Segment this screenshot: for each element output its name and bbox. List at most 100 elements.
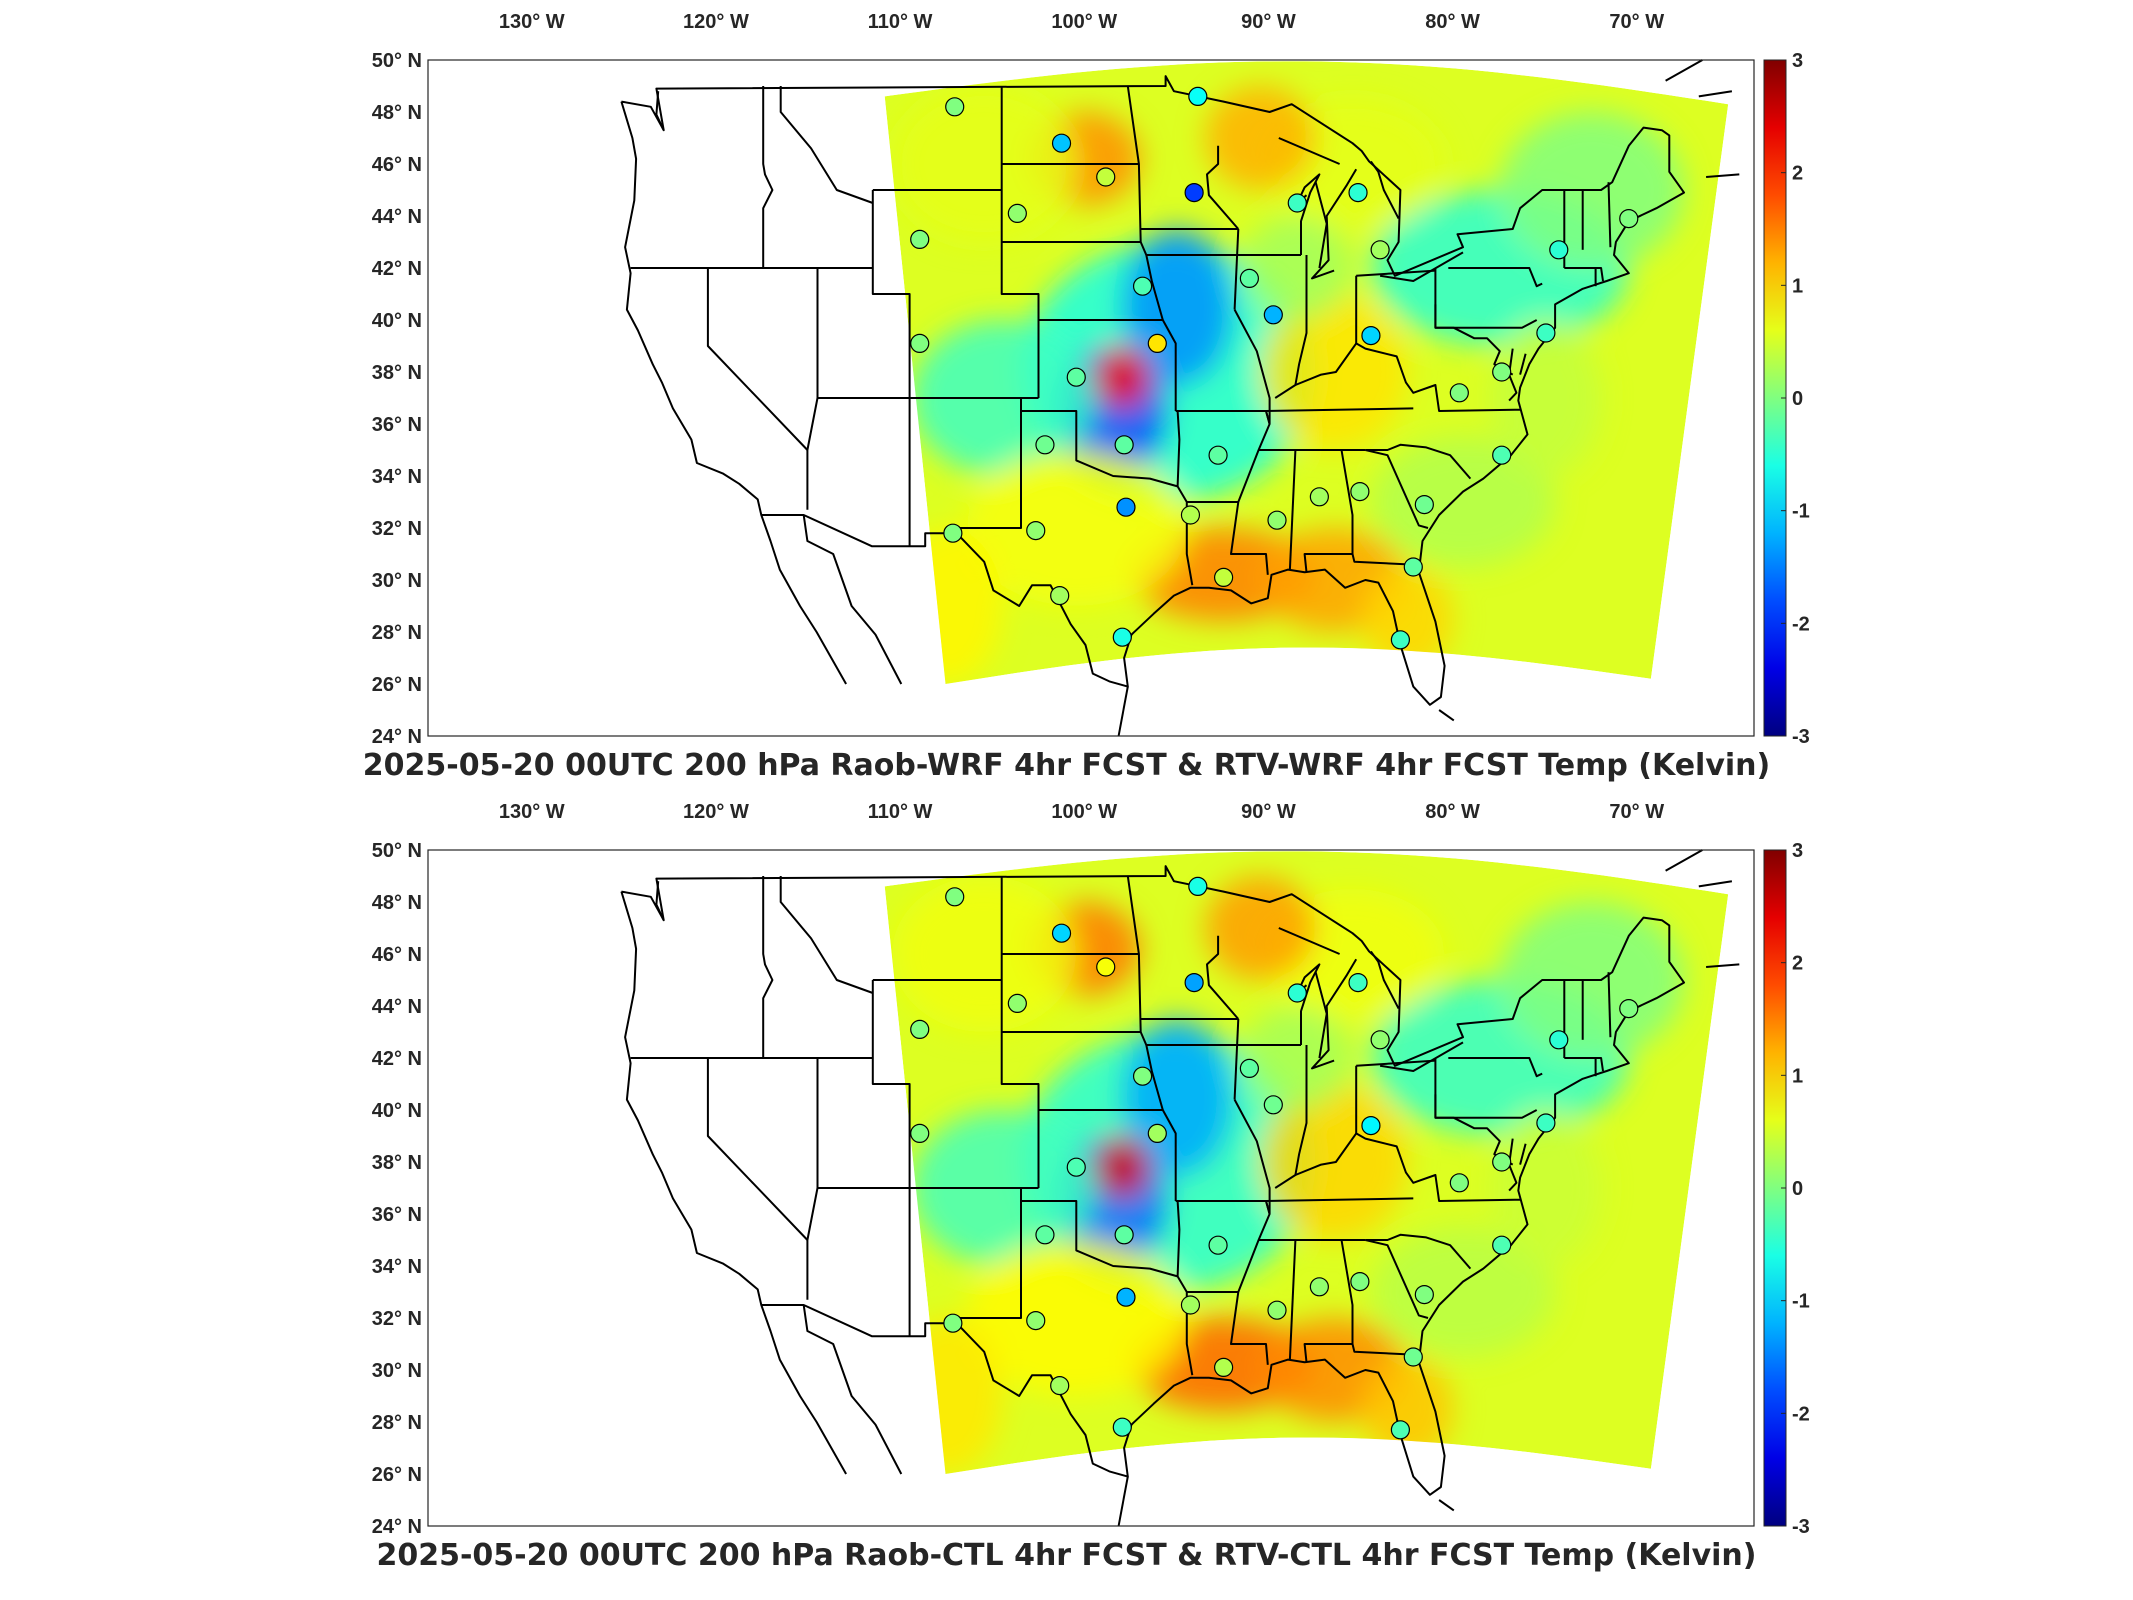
raob-station-marker — [943, 1313, 963, 1333]
map-axes-frame — [427, 849, 1755, 1527]
raob-station-marker — [1350, 1272, 1370, 1292]
state-boundary — [1278, 137, 1340, 165]
raob-station-marker — [910, 1123, 930, 1143]
raob-station-marker — [1267, 510, 1287, 530]
state-boundary — [706, 268, 809, 451]
lat-tick-label: 24° N — [372, 1516, 422, 1538]
state-boundary — [1295, 342, 1358, 386]
state-boundary — [1607, 972, 1612, 1038]
raob-station-marker — [1390, 1420, 1411, 1440]
raob-station-marker — [1051, 133, 1072, 153]
state-boundary — [1126, 875, 1164, 1111]
raob-station-marker — [1287, 983, 1307, 1003]
raob-station-marker — [1051, 923, 1072, 943]
raob-station-marker — [1213, 1357, 1234, 1378]
map-title-top: 2025-05-20 00UTC 200 hPa Raob-WRF 4hr FC… — [362, 748, 1771, 783]
lon-tick-label: 80° W — [1425, 11, 1480, 33]
lat-tick-label: 32° N — [372, 1308, 422, 1330]
lat-tick-label: 40° N — [372, 1100, 422, 1122]
rtv-anomaly — [892, 876, 1077, 1032]
rtv-anomaly — [1370, 1227, 1556, 1357]
raob-station-marker — [1549, 240, 1569, 260]
state-boundary — [1448, 267, 1543, 288]
state-boundary — [1288, 449, 1297, 570]
coastline — [1379, 1041, 1464, 1072]
raob-station-marker — [1066, 1157, 1086, 1177]
state-boundary — [1448, 1057, 1543, 1078]
lat-tick-label: 50° N — [372, 840, 422, 862]
state-boundary — [1206, 145, 1240, 230]
lat-tick-label: 42° N — [372, 258, 422, 280]
state-boundary — [779, 86, 874, 204]
state-boundary — [1206, 935, 1240, 1020]
coastline — [655, 881, 665, 921]
raob-station-marker — [1188, 876, 1208, 897]
lon-tick-label: 70° W — [1609, 11, 1664, 33]
state-boundary — [1278, 927, 1340, 955]
colorbar-tick-label: 1 — [1792, 1065, 1803, 1087]
rtv-anomaly — [892, 86, 1077, 242]
lat-tick-label: 34° N — [372, 466, 422, 488]
state-boundary — [1233, 1018, 1240, 1100]
lat-tick-label: 50° N — [372, 50, 422, 72]
raob-station-marker — [1414, 1285, 1434, 1305]
state-boundary — [806, 268, 819, 510]
raob-station-marker — [1492, 1152, 1512, 1172]
raob-station-marker — [1549, 1030, 1569, 1050]
raob-station-marker — [1287, 193, 1307, 213]
lon-tick-label: 120° W — [683, 11, 749, 33]
colorbar-tick-label: -3 — [1792, 726, 1810, 748]
lat-tick-label: 46° N — [372, 154, 422, 176]
lon-tick-label: 100° W — [1051, 11, 1117, 33]
raob-station-marker — [1536, 323, 1556, 343]
lon-tick-label: 130° W — [499, 11, 565, 33]
colorbar-tick-label: 3 — [1792, 840, 1803, 862]
state-boundary — [1020, 398, 1194, 586]
raob-station-marker — [1403, 557, 1423, 577]
rtv-anomaly — [1094, 346, 1150, 409]
lat-tick-label: 42° N — [372, 1048, 422, 1070]
lat-tick-label: 44° N — [372, 206, 422, 228]
coastline — [1117, 686, 1129, 737]
state-boundary — [1000, 876, 1040, 1188]
state-boundary — [762, 876, 774, 1058]
raob-station-marker — [1267, 1300, 1287, 1320]
lon-tick-label: 130° W — [499, 801, 565, 823]
state-boundary — [1038, 319, 1177, 411]
raob-station-marker — [1263, 305, 1283, 325]
lat-tick-label: 28° N — [372, 622, 422, 644]
raob-station-marker — [910, 1019, 930, 1039]
state-boundary — [1176, 1200, 1181, 1277]
state-boundary — [1176, 410, 1181, 487]
lon-tick-label: 110° W — [868, 801, 933, 823]
coastline — [1508, 348, 1518, 402]
state-boundary — [1434, 1058, 1538, 1119]
colorbar-tick-label: 0 — [1792, 1178, 1803, 1200]
raob-station-marker — [1114, 1225, 1134, 1245]
lat-tick-label: 26° N — [372, 674, 422, 696]
lat-tick-label: 24° N — [372, 726, 422, 748]
state-boundary — [1233, 228, 1240, 310]
lon-tick-label: 90° W — [1241, 11, 1296, 33]
coastline — [1370, 950, 1400, 1010]
colorbar-tick-label: -2 — [1792, 1403, 1810, 1425]
raob-station-marker — [910, 229, 930, 249]
raob-station-marker — [1132, 1066, 1153, 1086]
coastline — [802, 514, 903, 685]
raob-station-marker — [1208, 445, 1228, 465]
state-boundary — [1365, 449, 1429, 529]
raob-station-marker — [1414, 495, 1434, 515]
rtv-anomaly — [1242, 1006, 1353, 1110]
lat-tick-label: 48° N — [372, 892, 422, 914]
lat-tick-label: 34° N — [372, 1256, 422, 1278]
coastline — [1706, 963, 1740, 968]
raob-station-marker — [1213, 567, 1234, 588]
map-plot-top: 130° W 120° W 110° W 100° W 90° W 80° W 70° W 5… — [372, 11, 1810, 748]
colorbar-tick-label: -3 — [1792, 1516, 1810, 1538]
raob-station-marker — [1147, 333, 1167, 353]
coastline — [1117, 1476, 1129, 1527]
state-boundary — [1295, 1132, 1358, 1176]
state-boundary — [1607, 182, 1612, 248]
raob-station-marker — [1026, 1310, 1046, 1331]
raob-station-marker — [1619, 999, 1639, 1019]
